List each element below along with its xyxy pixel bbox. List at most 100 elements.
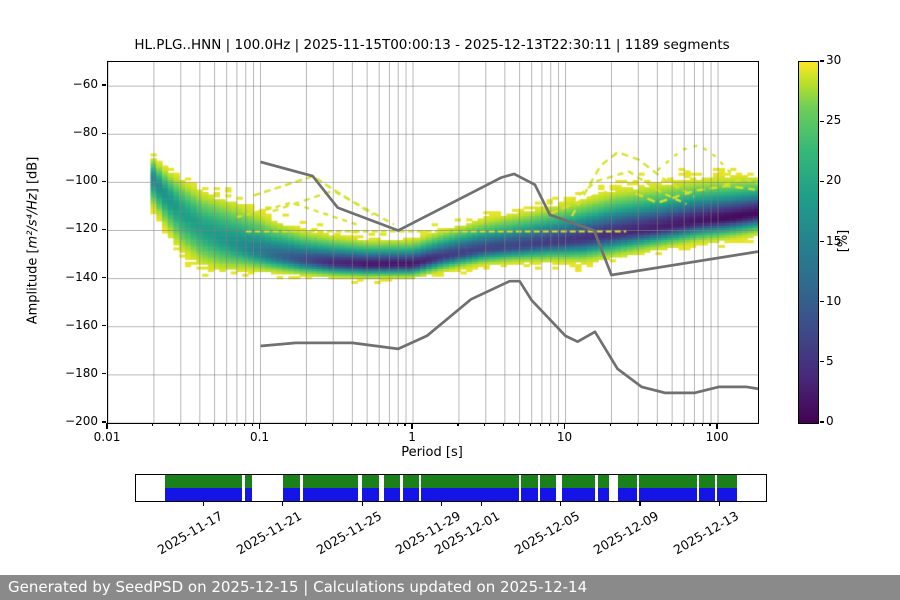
x-axis-tick [396,423,398,427]
date-axis-tick [718,501,721,506]
availability-segment-green [282,475,300,488]
date-tick-label: 2025-12-05 [511,508,583,558]
x-axis-tick [411,423,413,429]
x-axis-tick [152,423,154,427]
date-tick-label: 2025-11-25 [313,508,384,558]
x-axis-tick [377,423,379,427]
x-axis-tick [701,423,703,427]
x-axis-tick [106,423,108,429]
x-axis-tick [251,423,254,427]
x-axis-tick [503,423,505,427]
availability-segment-blue [361,488,380,501]
availability-segment-green [244,475,253,488]
x-axis-tick [457,423,459,427]
date-tick-label: 2025-12-09 [591,508,662,558]
x-axis-tick [716,423,718,429]
x-axis-tick [518,423,520,427]
availability-segment-blue [540,488,556,501]
y-tick-label: −140 [65,269,98,284]
x-axis-tick [304,423,306,427]
availability-segment-blue [618,488,638,501]
x-axis-tick [556,423,559,427]
availability-segment-blue [562,488,595,501]
colorbar-tick-label: 5 [826,353,834,368]
grid-lines [108,62,758,423]
x-axis-tick [636,423,638,427]
footer-text: Generated by SeedPSD on 2025-12-15 | Cal… [8,578,588,596]
colorbar-tick [819,240,824,243]
x-axis-tick [404,423,406,427]
availability-segment-blue [597,488,609,501]
x-axis-tick [244,423,246,427]
y-axis-tick [102,325,106,327]
x-axis-tick [365,423,367,427]
colorbar-tick [819,60,824,62]
availability-segment-green [520,475,539,488]
availability-bar [135,474,767,502]
y-tick-label: −60 [72,77,98,92]
colorbar-tick-label: 10 [826,293,842,308]
x-axis-tick [670,423,672,427]
plot-overlay-svg [108,62,758,423]
date-axis-tick [202,501,204,506]
x-tick-label: 0.01 [93,430,121,444]
availability-segment-green [164,475,243,488]
x-axis-tick [682,423,684,427]
nlnm-line [260,279,758,395]
date-axis-tick [480,501,482,506]
colorbar-tick-label: 30 [826,53,842,67]
availability-segment-blue [282,488,300,501]
x-axis-tick [540,423,542,427]
x-tick-label: 10 [556,430,573,444]
date-tick-label: 2025-11-17 [154,508,225,558]
y-axis-tick [102,84,106,86]
y-tick-label: −100 [65,173,98,188]
y-axis-tick [102,373,106,375]
availability-segment-green [361,475,380,488]
nhnm-line [260,160,758,277]
availability-segment-blue [384,488,400,501]
y-tick-label: −160 [65,317,98,332]
x-axis-tick [235,423,237,427]
availability-segment-green [698,475,716,488]
ppsd-histogram-canvas [108,62,758,423]
colorbar-tick [819,301,824,303]
y-tick-label: −180 [65,365,98,380]
colorbar-tick [819,120,824,122]
y-axis-tick [102,180,106,182]
x-axis-tick [198,423,200,427]
availability-segment-green [303,475,359,488]
availability-segment-green [717,475,737,488]
x-axis-tick [563,423,566,429]
colorbar [798,61,819,424]
y-axis-label: Amplitude [m²/s⁴/Hz] [dB] [25,156,41,325]
availability-segment-green [639,475,697,488]
availability-segment-blue [244,488,253,501]
y-axis-tick [102,421,106,423]
x-tick-label: 0.1 [249,430,270,444]
colorbar-tick-label: 25 [826,113,842,128]
y-tick-label: −120 [65,221,98,236]
availability-segment-blue [717,488,737,501]
date-axis-tick [282,501,284,506]
x-axis-tick [549,423,551,427]
colorbar-tick [819,180,824,182]
availability-segment-blue [303,488,359,501]
colorbar-tick-label: 20 [826,173,842,188]
availability-segment-green [421,475,519,488]
availability-segment-blue [164,488,243,501]
plot-area [107,61,759,424]
x-axis-tick [484,423,486,427]
footer-bar: Generated by SeedPSD on 2025-12-15 | Cal… [0,575,900,600]
availability-segment-green [562,475,595,488]
x-axis-tick [709,423,711,427]
colorbar-tick [819,361,824,363]
x-axis-tick [331,423,333,427]
y-axis-tick [102,132,106,134]
colorbar-tick-label: 0 [826,414,834,428]
y-tick-label: −200 [65,414,98,428]
x-tick-label: 100 [705,430,729,444]
date-axis-tick [441,501,443,506]
x-axis-tick [258,423,261,429]
